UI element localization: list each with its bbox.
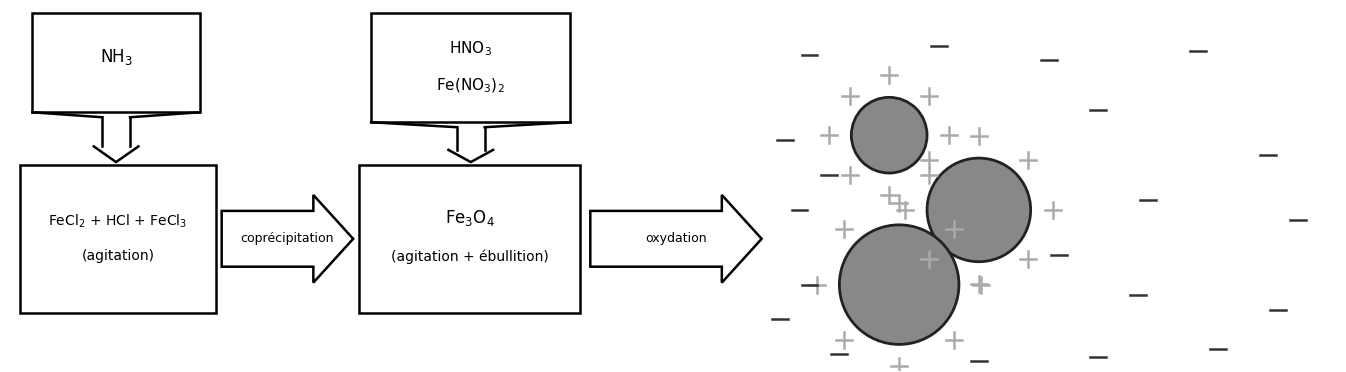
Polygon shape: [591, 195, 762, 283]
Text: NH$_3$: NH$_3$: [100, 48, 132, 67]
Text: FeCl$_2$ + HCl + FeCl$_3$: FeCl$_2$ + HCl + FeCl$_3$: [48, 212, 187, 230]
Bar: [20, 165, 215, 312]
Bar: [32, 13, 199, 112]
Circle shape: [851, 97, 927, 173]
Text: coprécipitation: coprécipitation: [241, 232, 334, 245]
Circle shape: [927, 158, 1031, 262]
Text: Fe$_3$O$_4$: Fe$_3$O$_4$: [444, 208, 495, 228]
Text: (agitation): (agitation): [82, 250, 155, 263]
Polygon shape: [222, 195, 353, 283]
Text: Fe(NO$_3$)$_2$: Fe(NO$_3$)$_2$: [436, 77, 505, 95]
Text: HNO$_3$: HNO$_3$: [450, 39, 493, 58]
Text: (agitation + ébullition): (agitation + ébullition): [390, 249, 549, 264]
Bar: [359, 165, 580, 312]
Circle shape: [840, 225, 958, 344]
Text: oxydation: oxydation: [645, 232, 707, 245]
Bar: [371, 13, 571, 122]
